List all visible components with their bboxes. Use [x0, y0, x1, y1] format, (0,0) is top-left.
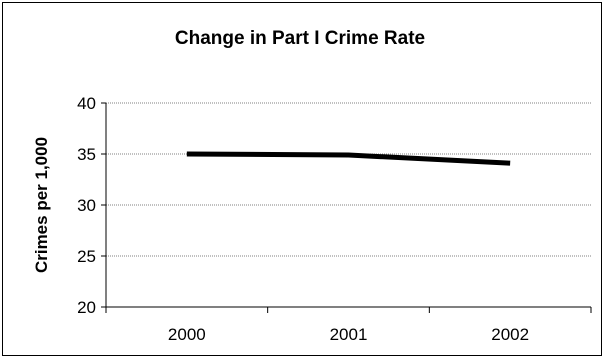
x-tick-label-2000: 2000	[168, 325, 206, 344]
axes	[101, 102, 592, 313]
line-chart: Change in Part I Crime Rate Crimes per 1…	[32, 28, 592, 344]
y-tick-label-20: 20	[77, 298, 96, 317]
x-tick-label-2002: 2002	[491, 325, 529, 344]
chart-frame: Change in Part I Crime Rate Crimes per 1…	[2, 2, 602, 356]
x-tick-label-2001: 2001	[330, 325, 368, 344]
y-tick-label-40: 40	[77, 94, 96, 113]
y-axis-label: Crimes per 1,000	[32, 137, 51, 273]
chart-title: Change in Part I Crime Rate	[175, 28, 425, 49]
gridlines	[106, 102, 591, 257]
series-lines	[186, 151, 511, 166]
tick-labels: 20 25 30 35 40 2000 2001 2002	[77, 94, 529, 344]
series-line-0	[186, 151, 511, 166]
y-tick-label-25: 25	[77, 247, 96, 266]
y-tick-label-35: 35	[77, 145, 96, 164]
y-tick-label-30: 30	[77, 196, 96, 215]
